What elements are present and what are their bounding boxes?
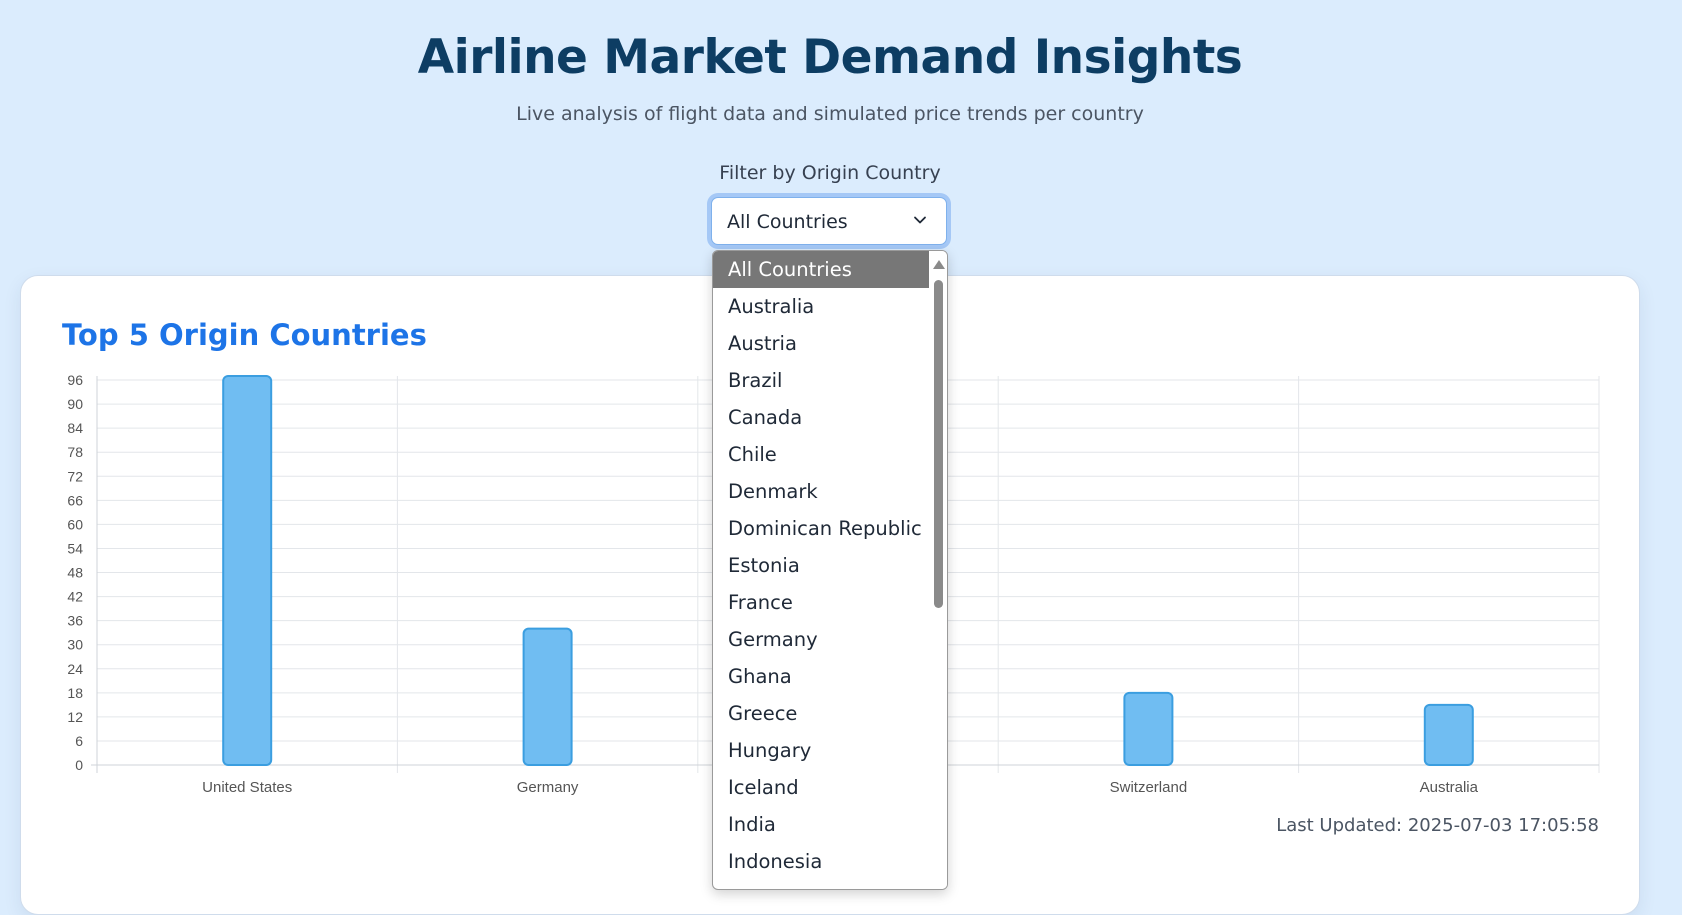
bar (522, 627, 573, 766)
chart-title: Top 5 Origin Countries (62, 318, 427, 352)
dropdown-option[interactable]: Ghana (728, 665, 792, 688)
y-tick-label: 42 (67, 589, 83, 605)
x-tick-label: Switzerland (1110, 779, 1188, 796)
y-tick-label: 78 (67, 444, 83, 460)
dropdown-option[interactable]: Germany (728, 628, 818, 651)
bar-chart: 0 6 12 18 24 30 36 42 48 54 60 66 72 78 84 90 96 United S… (67, 372, 1600, 796)
dropdown-option[interactable]: All Countries (713, 251, 931, 288)
bar (222, 375, 273, 766)
y-tick-label: 36 (67, 613, 83, 629)
dropdown-option[interactable]: Estonia (728, 554, 800, 577)
x-tick-label: Germany (517, 779, 579, 796)
bar (1123, 691, 1174, 766)
y-tick-label: 0 (75, 757, 83, 773)
y-tick-label: 48 (67, 565, 83, 581)
y-tick-label: 96 (67, 372, 83, 388)
dropdown-option[interactable]: Australia (728, 295, 815, 318)
y-tick-label: 54 (67, 540, 83, 556)
x-tick-label: United States (202, 779, 292, 796)
dropdown-option[interactable]: Canada (728, 406, 803, 429)
dropdown-option[interactable]: Austria (728, 332, 797, 355)
y-tick-label: 24 (67, 661, 83, 677)
y-tick-label: 66 (67, 492, 83, 508)
page-title: Airline Market Demand Insights (417, 30, 1243, 85)
scroll-up-arrow-icon[interactable] (933, 260, 945, 269)
y-tick-label: 18 (67, 685, 83, 701)
y-tick-label: 90 (67, 396, 83, 412)
y-tick-label: 72 (67, 468, 83, 484)
dropdown-option[interactable]: Brazil (728, 369, 783, 392)
dropdown-option[interactable]: Iceland (728, 776, 799, 799)
dropdown-option[interactable]: France (728, 591, 793, 614)
chevron-down-icon (914, 216, 926, 224)
filter-label: Filter by Origin Country (719, 162, 941, 184)
last-updated-text: Last Updated: 2025-07-03 17:05:58 (1276, 815, 1599, 836)
y-tick-label: 30 (67, 637, 83, 653)
dropdown-option[interactable]: Dominican Republic (728, 517, 922, 540)
x-tick-label: Australia (1420, 779, 1479, 796)
dropdown-option[interactable]: Indonesia (728, 850, 823, 873)
dropdown-option[interactable]: Chile (728, 443, 777, 466)
select-current-value: All Countries (727, 211, 848, 233)
dropdown-option[interactable]: Greece (728, 702, 798, 725)
y-tick-label: 84 (67, 420, 83, 436)
dropdown-option[interactable]: Hungary (728, 739, 812, 762)
dropdown-option[interactable]: India (728, 813, 776, 836)
y-tick-label: 12 (67, 709, 83, 725)
origin-country-select[interactable]: All Countries (711, 197, 947, 245)
scroll-thumb[interactable] (934, 280, 943, 608)
dropdown-scrollbar[interactable] (929, 251, 947, 889)
dropdown-option[interactable]: Denmark (728, 480, 818, 503)
dropdown-options: All Countries Australia Austria Brazil Canad… (713, 251, 931, 880)
bar (1423, 703, 1474, 767)
country-dropdown-list[interactable]: All Countries Australia Austria Brazil Canad… (712, 250, 948, 890)
page-subtitle: Live analysis of flight data and simulat… (516, 103, 1144, 125)
y-tick-label: 60 (67, 516, 83, 532)
y-tick-label: 6 (75, 733, 83, 749)
